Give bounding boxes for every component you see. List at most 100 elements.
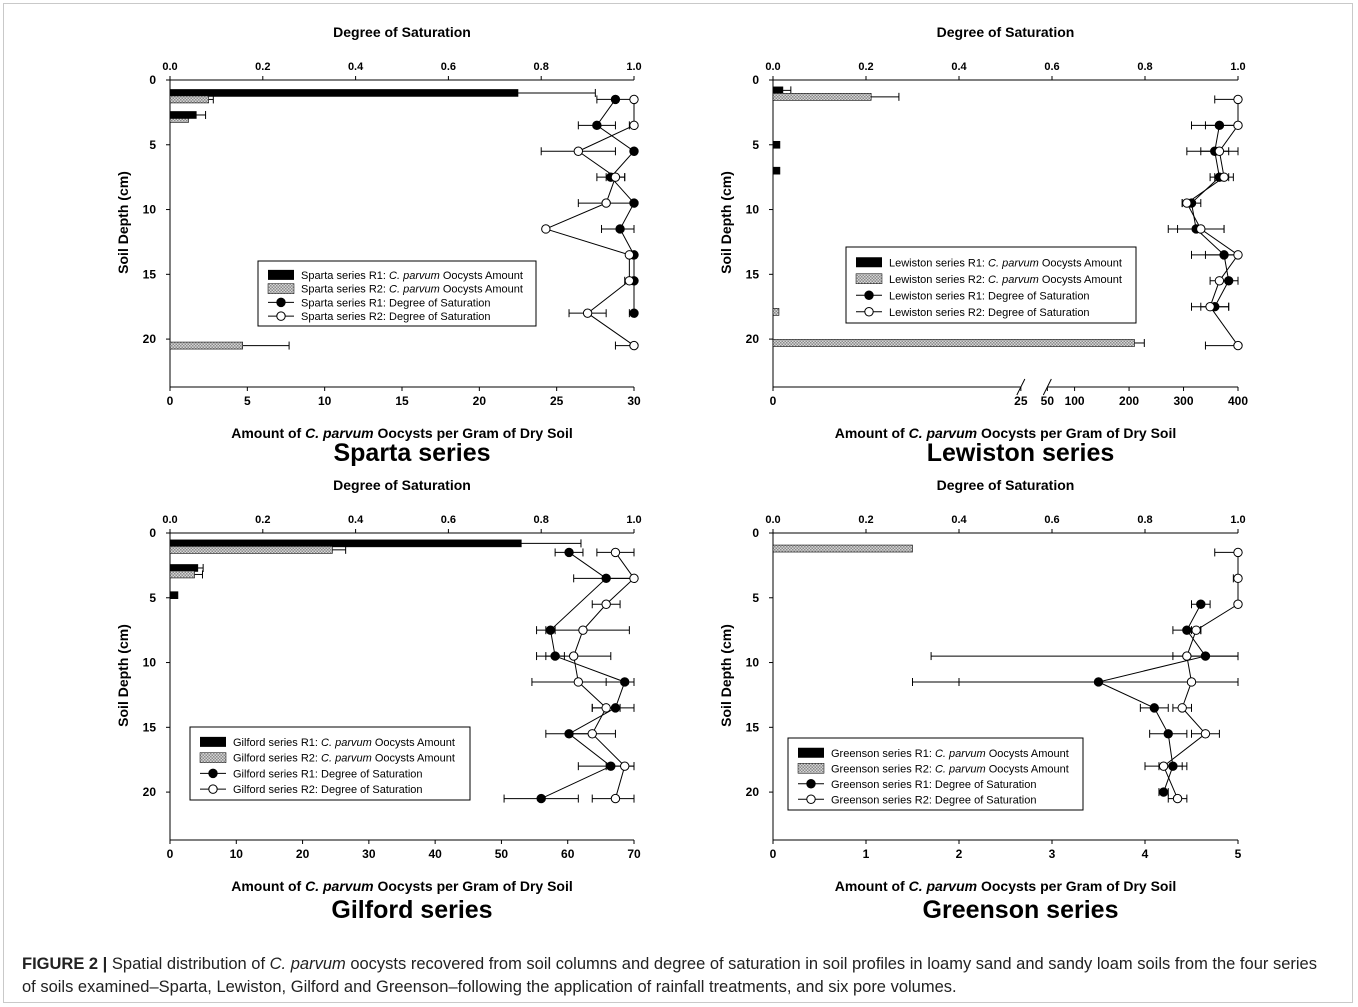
point-r2 — [587, 729, 597, 739]
point-r2 — [568, 651, 579, 661]
y-tick-label: 5 — [149, 591, 156, 605]
panel-title: Sparta series — [333, 439, 490, 467]
point-r2 — [1233, 120, 1243, 131]
text-part: Lewiston series R2: Degree of Saturation — [889, 307, 1090, 319]
point-r2 — [601, 703, 611, 713]
chart-panel-3: 0.0 0.2 0.4 0.6 0.8 1.0 Degree of Saturation 0 5… — [115, 477, 642, 924]
top-tick-label: 0.4 — [951, 61, 967, 73]
bottom-axis-title: Amount of C. parvum Oocysts per Gram of … — [231, 878, 573, 894]
bottom-tick-label: 30 — [627, 394, 641, 408]
chart-panel-1: 0.0 0.2 0.4 0.6 0.8 1.0 Degree of Saturation 0 5… — [115, 24, 642, 467]
top-tick-label: 0.2 — [858, 61, 873, 73]
legend-swatch-r2-bar — [199, 752, 227, 763]
bar-r1 — [169, 111, 197, 119]
legend-box — [845, 246, 1137, 324]
legend-label: Sparta series R1: Degree of Saturation — [301, 297, 491, 309]
bottom-tick-label: 25 — [550, 394, 564, 408]
top-tick-label: 0.0 — [162, 61, 177, 73]
text-part: Oocysts per Gram of Dry Soil — [977, 878, 1176, 894]
point-r2 — [1233, 547, 1243, 558]
bottom-tick-label: 15 — [395, 394, 409, 408]
figure-frame — [3, 3, 1353, 1003]
text-part: Amount of — [231, 425, 305, 441]
bottom-tick-label: 10 — [230, 847, 244, 861]
bottom-tick-label: 25 — [1014, 394, 1028, 408]
bottom-tick-label: 1 — [863, 847, 870, 861]
text-part: Oocysts Amount — [440, 270, 523, 282]
bottom-axis-title: Amount of C. parvum Oocysts per Gram of … — [835, 878, 1177, 894]
legend-marker-r1 — [864, 290, 874, 300]
point-r2 — [1172, 793, 1183, 804]
legend-label: Sparta series R2: C. parvum Oocysts Amou… — [301, 284, 523, 296]
bottom-tick-label: 40 — [428, 847, 442, 861]
top-tick-label: 0.2 — [858, 514, 873, 526]
bottom-tick-label: 100 — [1065, 394, 1085, 408]
legend: Lewiston series R1: C. parvum Oocysts Am… — [845, 246, 1137, 324]
point-r2 — [1177, 703, 1187, 713]
bottom-tick-label: 200 — [1119, 394, 1139, 408]
bottom-tick-label: 0 — [770, 394, 777, 408]
y-tick-label: 0 — [149, 73, 156, 87]
top-tick-label: 0.2 — [255, 514, 270, 526]
point-r2 — [582, 308, 593, 318]
legend-swatch-r2-bar — [267, 283, 295, 294]
legend-box — [257, 260, 537, 327]
y-axis-title: Soil Depth (cm) — [718, 624, 734, 727]
text-part: Oocysts Amount — [986, 748, 1069, 760]
point-r2 — [573, 146, 584, 156]
bar-r2 — [169, 546, 333, 554]
bottom-tick-label: 60 — [561, 847, 575, 861]
point-r1 — [1196, 599, 1206, 609]
top-tick-label: 1.0 — [626, 514, 641, 526]
point-r2 — [629, 120, 639, 131]
legend-marker-r1 — [208, 768, 218, 779]
top-tick-label: 0.0 — [162, 514, 177, 526]
legend-label: Lewiston series R1: Degree of Saturation — [889, 290, 1090, 302]
text-part: C. parvum — [988, 274, 1039, 286]
y-tick-label: 20 — [143, 785, 157, 799]
panel-title: Greenson series — [923, 896, 1119, 924]
bar-r2 — [772, 339, 1135, 347]
y-tick-label: 5 — [752, 138, 759, 152]
top-tick-label: 0.0 — [765, 61, 780, 73]
legend-label: Greenson series R2: Degree of Saturation — [831, 794, 1036, 806]
top-tick-label: 0.6 — [1044, 514, 1059, 526]
y-tick-label: 10 — [746, 203, 760, 217]
text-part: Oocysts Amount — [986, 763, 1069, 775]
legend-label: Lewiston series R2: C. parvum Oocysts Am… — [889, 274, 1122, 286]
legend-label: Gilford series R1: C. parvum Oocysts Amo… — [233, 737, 455, 749]
y-tick-label: 0 — [149, 526, 156, 540]
top-tick-label: 0.8 — [1137, 61, 1152, 73]
point-r1 — [1163, 729, 1173, 739]
legend-marker-r1 — [276, 297, 286, 308]
bottom-tick-label: 20 — [473, 394, 487, 408]
bottom-tick-label: 0 — [770, 847, 777, 861]
text-part: Amount of — [231, 878, 305, 894]
point-r2 — [1219, 172, 1229, 182]
point-r2 — [1191, 625, 1201, 635]
y-tick-label: 10 — [143, 203, 157, 217]
panel-title: Lewiston series — [927, 439, 1115, 467]
chart-panel-4: 0.0 0.2 0.4 0.6 0.8 1.0 Degree of Saturation 0 5… — [718, 477, 1246, 924]
point-r1 — [564, 547, 574, 558]
text-part: C. parvum — [305, 878, 373, 894]
legend-label: Greenson series R2: C. parvum Oocysts Am… — [831, 763, 1069, 775]
bottom-axis-title: Amount of C. parvum Oocysts per Gram of … — [231, 425, 573, 441]
top-tick-label: 0.6 — [441, 61, 456, 73]
y-tick-label: 0 — [752, 73, 759, 87]
point-r2 — [541, 224, 551, 234]
legend-label: Greenson series R1: C. parvum Oocysts Am… — [831, 748, 1069, 760]
point-r2 — [1233, 340, 1243, 351]
text-part: Lewiston series R1: Degree of Saturation — [889, 290, 1090, 302]
text-part: C. parvum — [909, 878, 977, 894]
legend-label: Sparta series R1: C. parvum Oocysts Amou… — [301, 270, 523, 282]
point-r2 — [624, 250, 635, 260]
point-r1 — [610, 94, 621, 105]
text-part: Greenson series R1: Degree of Saturation — [831, 779, 1036, 791]
text-part: Amount of — [835, 878, 909, 894]
point-r2 — [601, 599, 611, 609]
point-r2 — [1186, 677, 1197, 687]
point-r2 — [1205, 302, 1215, 312]
line-r2 — [573, 552, 635, 799]
top-tick-label: 0.4 — [348, 514, 364, 526]
